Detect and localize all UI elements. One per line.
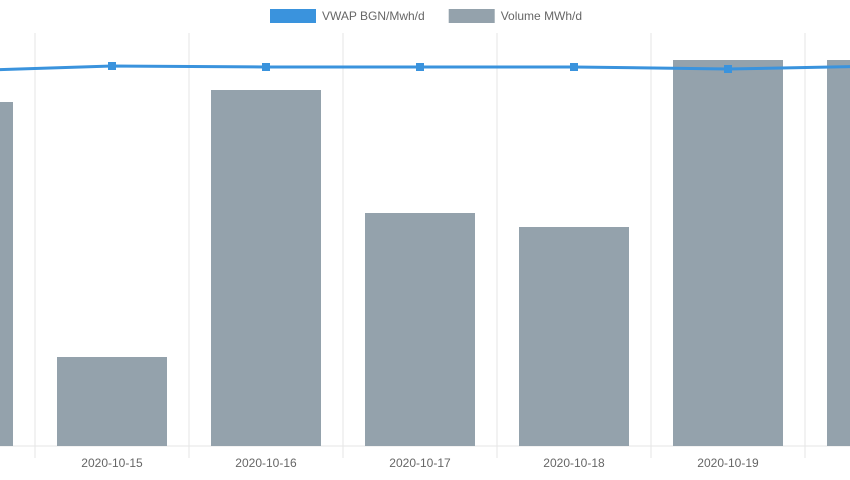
bar (519, 227, 629, 446)
bar (57, 357, 167, 446)
line-point (724, 65, 732, 73)
legend-label[interactable]: Volume MWh/d (501, 9, 582, 23)
legend-swatch[interactable] (270, 9, 316, 23)
x-tick-label: 2020-10-17 (389, 456, 451, 470)
legend-swatch[interactable] (448, 9, 495, 23)
legend-label[interactable]: VWAP BGN/Mwh/d (322, 9, 425, 23)
bar (827, 60, 850, 446)
x-tick-label: 2020-10-15 (81, 456, 143, 470)
bar (673, 60, 783, 446)
line-point (262, 63, 270, 71)
line-point (416, 63, 424, 71)
bar (365, 213, 475, 446)
x-tick-label: 2020-10-18 (543, 456, 605, 470)
line-point (108, 62, 116, 70)
line-point (570, 63, 578, 71)
x-tick-label: 2020-10-19 (697, 456, 759, 470)
bar (0, 102, 13, 446)
x-tick-label: 2020-10-16 (235, 456, 297, 470)
bar (211, 90, 321, 446)
